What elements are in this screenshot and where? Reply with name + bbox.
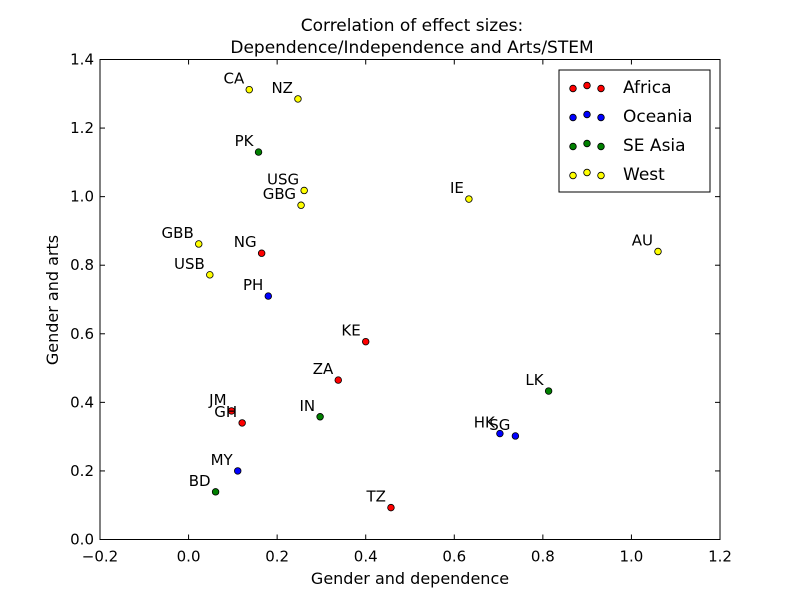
plot-frame [99,59,721,540]
x-tick-label: 0.4 [354,548,378,566]
legend-marker-africa [569,84,577,93]
y-tick-label: 1.4 [70,51,94,69]
x-tick-label: 0.2 [265,548,289,566]
data-point-pk [254,148,263,156]
data-point-ph [264,292,272,300]
point-label-bd: BD [189,472,211,490]
x-tick-label: 1.2 [708,548,732,566]
point-label-my: MY [211,451,234,469]
point-label-pk: PK [235,132,255,150]
legend: Africa Oceania SE Asia West [558,69,711,193]
chart-title-line-1: Correlation of effect sizes: [301,16,524,36]
data-point-gh [238,419,246,427]
y-tick-label: 0.2 [70,462,94,480]
point-label-sg: SG [489,416,510,434]
data-point-ke [362,337,370,346]
data-point-hk [496,429,504,438]
legend-marker-oceania [569,113,577,122]
legend-label-west: West [623,165,665,185]
point-label-za: ZA [313,360,334,378]
point-label-nz: NZ [271,79,293,97]
y-axis-label: Gender and arts [43,235,62,365]
legend-marker-west [597,171,605,180]
y-tick-label: 0.4 [70,393,94,411]
x-tick-label: 1.0 [619,548,643,566]
point-label-usg: USG [267,170,299,188]
point-label-au: AU [632,232,653,250]
y-tick-label: 0.8 [70,256,94,274]
point-label-ie: IE [450,179,464,197]
data-point-sg [511,432,520,440]
x-axis-label: Gender and dependence [311,569,509,588]
legend-marker-africa [597,84,605,93]
point-label-ke: KE [341,322,360,340]
legend-label-oceania: Oceania [623,107,693,127]
point-label-ng: NG [234,233,257,251]
data-point-tz [387,503,395,512]
y-axis-ticks: 0.0 0.2 0.4 0.6 0.8 1.0 1.2 1.4 [70,51,720,549]
legend-marker-se-asia [597,142,605,151]
data-point-ie [465,195,473,203]
y-tick-label: 1.2 [70,119,94,137]
x-tick-label: 0.6 [442,548,466,566]
legend-marker-oceania [597,113,605,122]
data-point-ca [245,85,253,94]
data-point-za [334,376,342,384]
data-point-au [654,247,662,256]
data-point-usg [300,186,308,195]
point-label-usb: USB [174,255,205,273]
y-tick-label: 1.0 [70,188,94,206]
y-tick-label: 0.6 [70,325,94,343]
point-label-gbg: GBG [263,185,296,203]
data-point-ng [257,249,266,257]
legend-marker-west [583,168,591,177]
point-label-gbb: GBB [162,224,194,242]
chart-title-line-2: Dependence/Independence and Arts/STEM [230,38,593,58]
legend-marker-africa [583,81,591,90]
x-tick-label: 0.0 [177,548,201,566]
legend-marker-oceania [583,110,591,119]
data-point-nz [294,95,302,103]
point-label-in: IN [299,397,315,415]
legend-label-se-asia: SE Asia [623,136,686,156]
point-label-tz: TZ [366,488,386,506]
data-point-lk [544,387,553,395]
data-point-in [316,413,324,421]
point-label-gh: GH [214,403,237,421]
legend-marker-west [569,171,577,180]
x-axis-ticks: −0.2 0.0 0.2 0.4 0.6 0.8 1.0 1.2 [82,59,732,566]
point-label-ph: PH [243,276,263,294]
x-tick-label: 0.8 [531,548,555,566]
data-point-gbb [195,240,203,248]
legend-marker-se-asia [583,139,591,148]
legend-marker-se-asia [569,142,577,151]
point-label-ca: CA [223,70,244,88]
data-point-gbg [297,201,305,209]
data-point-my [234,467,242,475]
data-point-bd [211,488,220,496]
point-label-lk: LK [525,371,544,389]
point-label-jm: JM [208,391,226,409]
y-tick-label: 0.0 [70,531,94,549]
data-point-usb [206,271,214,279]
data-point-jm [227,407,236,415]
x-tick-label: −0.2 [82,548,118,566]
legend-label-africa: Africa [623,78,672,98]
point-label-hk: HK [474,414,496,432]
